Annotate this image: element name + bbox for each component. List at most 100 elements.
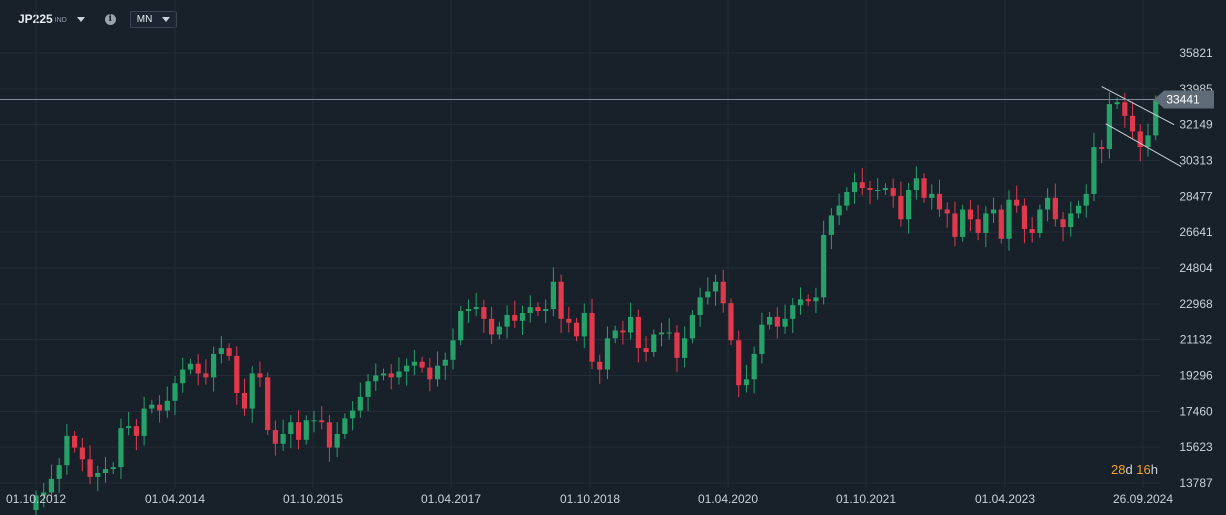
candle-body (473, 307, 479, 310)
trend-line-upper (1101, 86, 1175, 126)
candle-body (828, 215, 834, 235)
candle-body (1014, 199, 1020, 206)
candle-body (527, 307, 533, 313)
candle-body (743, 379, 750, 386)
trend-line-lower (1105, 123, 1182, 168)
candle-body (921, 178, 927, 198)
candle-body (1129, 115, 1136, 132)
candle-body (960, 209, 966, 237)
candle-body (890, 188, 896, 196)
candle-body (164, 400, 170, 411)
candle-body (295, 422, 302, 440)
candle-body (388, 373, 394, 378)
y-tick-label: 21132 (1180, 333, 1213, 347)
y-tick-label: 15623 (1179, 440, 1213, 454)
candle-body (1091, 147, 1097, 194)
x-tick-label: 01.10.2012 (6, 492, 66, 506)
candle-body (411, 361, 417, 366)
candle-body (720, 281, 726, 304)
candle-body (967, 209, 973, 220)
candle-body (566, 318, 572, 323)
candle-body (674, 332, 680, 358)
candle-body (218, 348, 224, 354)
candle-body (180, 369, 186, 384)
candle-countdown: 28d 16h (1111, 462, 1158, 477)
candle-body (867, 188, 873, 191)
candle-body (666, 332, 672, 334)
symbol-type-label: IND (54, 16, 67, 24)
candle-body (821, 234, 827, 298)
candle-body (635, 316, 641, 349)
candle-body (898, 195, 904, 220)
chart-toolbar: JP225 IND i MN (18, 9, 178, 29)
candle-body (913, 178, 919, 191)
candle-body (380, 373, 387, 376)
candle-body (149, 404, 155, 409)
candle-body (319, 420, 325, 423)
candle-body (975, 219, 981, 233)
candle-body (156, 404, 163, 411)
candle-body (689, 314, 695, 339)
timeframe-label: MN (136, 13, 153, 25)
countdown-hours: 16 (1136, 462, 1151, 477)
candle-body (141, 408, 147, 436)
candle-body (751, 353, 757, 380)
symbol-selector[interactable]: JP225 IND (18, 12, 85, 26)
candle-body (72, 435, 78, 448)
y-tick-label: 22968 (1179, 297, 1213, 311)
candle-body (859, 182, 865, 189)
symbol-chevron-down-icon[interactable] (76, 16, 85, 22)
countdown-days-unit: d (1125, 462, 1133, 477)
candle-body (1060, 219, 1066, 228)
candle-body (126, 426, 132, 429)
candle-body (1037, 209, 1043, 233)
candle-body (797, 299, 804, 306)
y-tick-label: 30313 (1179, 153, 1213, 167)
candle-body (95, 472, 101, 477)
candle-body (465, 309, 472, 312)
x-tick-label: 01.10.2018 (560, 492, 620, 506)
candle-body (543, 309, 549, 312)
x-tick-label: 01.04.2017 (421, 492, 481, 506)
candle-body (805, 299, 811, 302)
candle-body (519, 312, 526, 321)
y-tick-label: 17460 (1179, 404, 1213, 418)
candle-body (427, 367, 433, 380)
candle-body (983, 213, 989, 233)
candle-body (573, 322, 580, 337)
candle-body (929, 193, 935, 198)
candle-body (998, 209, 1004, 239)
candle-body (87, 459, 93, 477)
candle-body (211, 353, 217, 378)
candle-body (767, 316, 773, 325)
info-icon[interactable]: i (104, 13, 116, 25)
candle-body (226, 348, 232, 356)
candle-body (651, 334, 657, 352)
candle-body (906, 190, 912, 220)
candle-body (535, 307, 541, 312)
candle-body (481, 307, 487, 319)
timeframe-chevron-down-icon (162, 16, 171, 22)
candle-body (1075, 205, 1082, 214)
candle-body (875, 190, 881, 192)
candle-body (550, 281, 556, 310)
candle-body (350, 410, 356, 419)
candle-body (612, 330, 618, 339)
candle-body (450, 340, 456, 360)
candle-body (1068, 213, 1074, 228)
y-tick-label: 24804 (1179, 261, 1213, 275)
candle-body (241, 392, 248, 409)
candle-body (280, 433, 286, 444)
candle-body (1021, 205, 1028, 230)
candle-body (326, 422, 333, 448)
candle-body (272, 430, 278, 444)
countdown-hours-unit: h (1150, 462, 1158, 477)
candle-body (257, 373, 263, 378)
timeframe-selector[interactable]: MN (129, 10, 178, 28)
candle-body (110, 467, 116, 470)
candle-body (790, 305, 796, 319)
candle-body (41, 492, 47, 496)
candle-body (56, 465, 62, 479)
candle-body (1052, 197, 1058, 220)
